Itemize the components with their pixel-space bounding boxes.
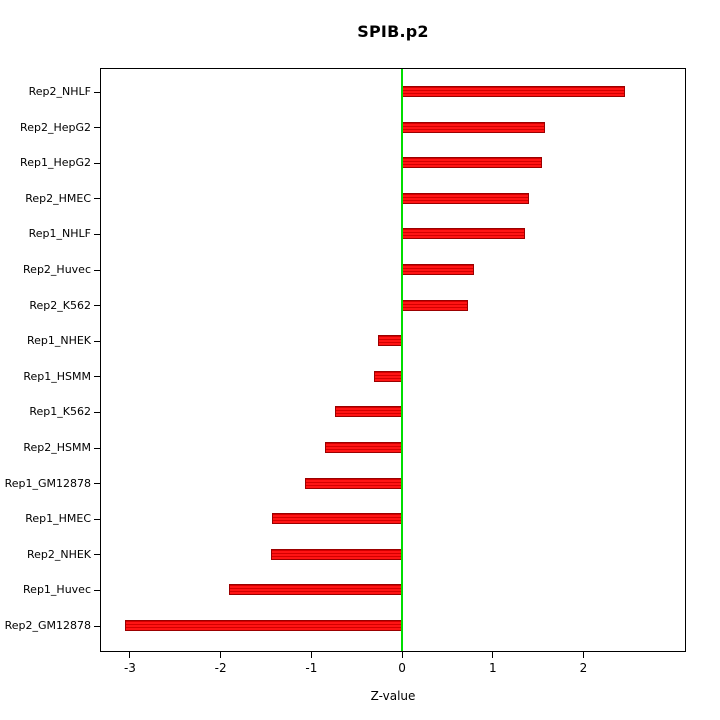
bar bbox=[334, 406, 403, 418]
bar-label: Rep1_GM12878 bbox=[4, 476, 91, 490]
x-axis-label: Z-value bbox=[370, 689, 416, 703]
bar bbox=[402, 121, 546, 133]
y-tick-mark bbox=[94, 625, 100, 627]
y-tick-mark bbox=[94, 269, 100, 271]
y-tick-mark bbox=[94, 91, 100, 93]
bar bbox=[270, 548, 403, 560]
y-tick-mark bbox=[94, 589, 100, 591]
bar-label: Rep1_NHLF bbox=[28, 227, 91, 241]
bar-label: Rep1_NHEK bbox=[26, 334, 91, 348]
plot-area bbox=[100, 68, 686, 652]
bar bbox=[272, 513, 403, 525]
chart-title: SPIB.p2 bbox=[357, 22, 429, 41]
zero-reference-line bbox=[401, 69, 404, 651]
y-tick-mark bbox=[94, 411, 100, 413]
bar-label: Rep1_HMEC bbox=[25, 512, 91, 526]
y-tick-mark bbox=[94, 518, 100, 520]
bar-label: Rep1_K562 bbox=[29, 405, 91, 419]
bar-label: Rep1_Huvec bbox=[23, 583, 91, 597]
bar-label: Rep2_NHLF bbox=[28, 85, 91, 98]
bar bbox=[402, 192, 530, 204]
x-tick-mark bbox=[310, 652, 312, 658]
bar bbox=[402, 86, 626, 97]
bar bbox=[402, 299, 469, 311]
bar bbox=[305, 477, 403, 489]
x-tick-label: 2 bbox=[579, 661, 588, 675]
bar-label: Rep1_HSMM bbox=[23, 369, 91, 383]
x-tick-mark bbox=[582, 652, 584, 658]
bar-label: Rep2_HMEC bbox=[25, 191, 91, 205]
y-tick-mark bbox=[94, 340, 100, 342]
x-tick-mark bbox=[492, 652, 494, 658]
bar bbox=[402, 264, 474, 275]
x-tick-label: 1 bbox=[488, 661, 497, 675]
y-tick-mark bbox=[94, 198, 100, 200]
y-tick-mark bbox=[94, 447, 100, 449]
bar bbox=[228, 584, 403, 596]
x-tick-label: 0 bbox=[398, 661, 406, 675]
y-tick-mark bbox=[94, 127, 100, 129]
x-tick-label: -2 bbox=[214, 661, 227, 675]
bar-label: Rep2_HSMM bbox=[23, 441, 91, 454]
bar bbox=[373, 370, 403, 382]
bar bbox=[125, 620, 403, 631]
bar-label: Rep2_HepG2 bbox=[20, 120, 91, 134]
bar-label: Rep2_Huvec bbox=[23, 263, 91, 276]
bar-label: Rep1_HepG2 bbox=[20, 156, 91, 170]
bar bbox=[402, 157, 542, 169]
x-tick-label: -1 bbox=[305, 661, 318, 675]
y-tick-mark bbox=[94, 483, 100, 485]
y-tick-mark bbox=[94, 233, 100, 235]
x-tick-label: -3 bbox=[123, 661, 136, 675]
bar-label: Rep2_K562 bbox=[29, 298, 91, 312]
bar-label: Rep2_GM12878 bbox=[4, 619, 91, 632]
x-tick-mark bbox=[220, 652, 222, 658]
bar bbox=[377, 335, 403, 347]
bar bbox=[324, 442, 403, 453]
y-tick-mark bbox=[94, 376, 100, 378]
y-tick-mark bbox=[94, 162, 100, 164]
x-tick-mark bbox=[401, 652, 403, 658]
y-tick-mark bbox=[94, 305, 100, 307]
bar bbox=[402, 228, 525, 240]
x-tick-mark bbox=[129, 652, 131, 658]
bar-label: Rep2_NHEK bbox=[26, 547, 91, 561]
y-tick-mark bbox=[94, 554, 100, 556]
